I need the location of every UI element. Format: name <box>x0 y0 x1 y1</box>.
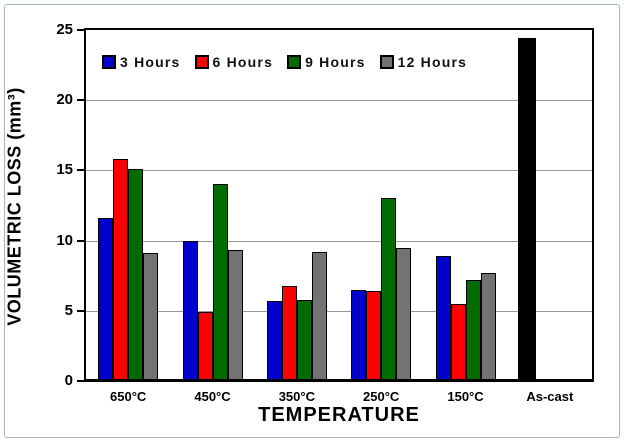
x-category-label-350-c: 350°C <box>278 389 315 404</box>
x-category-label-450-c: 450°C <box>194 389 231 404</box>
legend-item-6-hours: 6 Hours <box>194 54 274 70</box>
y-tick-label-20: 20 <box>56 91 73 109</box>
gridline-5 <box>86 310 592 312</box>
legend-item-9-hours: 9 Hours <box>287 54 366 70</box>
bar-3-hours-150-c <box>435 256 451 381</box>
y-tick-label-15: 15 <box>56 161 73 179</box>
y-tick-25 <box>77 29 85 31</box>
bar-6-hours-350-c <box>281 285 297 381</box>
legend-swatch-6-hours <box>194 55 209 69</box>
bar-12-hours-650-c <box>143 253 159 381</box>
bar-12-hours-150-c <box>480 272 496 381</box>
legend-swatch-3-hours <box>102 55 116 69</box>
bar-6-hours-450-c <box>197 312 213 381</box>
bar-6-hours-250-c <box>366 291 382 381</box>
x-category-label-as-cast: As-cast <box>526 389 574 404</box>
legend-label-9-hours: 9 Hours <box>305 54 366 70</box>
legend-label-6-hours: 6 Hours <box>212 54 274 70</box>
x-category-label-650-c: 650°C <box>110 389 147 404</box>
bar-12-hours-250-c <box>396 247 412 381</box>
y-tick-label-0: 0 <box>64 372 73 389</box>
y-tick-label-10: 10 <box>56 231 73 249</box>
bar-9-hours-650-c <box>128 169 144 381</box>
y-tick-15 <box>77 169 85 172</box>
bar-9-hours-150-c <box>465 279 481 381</box>
bar-12-hours-450-c <box>227 250 243 381</box>
legend-swatch-9-hours <box>287 55 302 69</box>
bar-9-hours-350-c <box>296 299 312 381</box>
gridline-15 <box>86 170 592 172</box>
bar-12-hours-350-c <box>311 251 327 381</box>
bar-3-hours-350-c <box>266 300 282 381</box>
y-tick-20 <box>77 99 85 102</box>
bar-6-hours-650-c <box>113 159 129 381</box>
y-tick-10 <box>77 239 85 242</box>
legend-item-3-hours: 3 Hours <box>102 54 181 70</box>
plot-area: 3 Hours 6 Hours 9 Hours 12 Hours <box>84 28 594 382</box>
legend-swatch-12-hours <box>379 55 394 69</box>
bar-3-hours-650-c <box>98 218 114 381</box>
legend-item-12-hours: 12 Hours <box>379 54 468 70</box>
legend: 3 Hours 6 Hours 9 Hours 12 Hours <box>102 54 467 70</box>
bar-6-hours-150-c <box>450 303 466 381</box>
x-axis-title: TEMPERATURE <box>258 404 420 426</box>
y-tick-0 <box>77 380 85 382</box>
x-category-label-150-c: 150°C <box>447 389 484 404</box>
legend-label-3-hours: 3 Hours <box>120 54 181 70</box>
bar-3-hours-250-c <box>351 289 367 381</box>
y-tick-label-5: 5 <box>64 301 73 319</box>
bar-9-hours-250-c <box>381 198 397 381</box>
legend-label-12-hours: 12 Hours <box>397 54 468 70</box>
y-tick-5 <box>77 309 85 312</box>
bar-as-cast <box>518 38 537 381</box>
y-tick-label-25: 25 <box>56 21 73 38</box>
bar-9-hours-450-c <box>212 184 228 381</box>
y-axis-title: VOLUMETRIC LOSS (mm³) <box>4 87 25 326</box>
bar-3-hours-450-c <box>182 240 198 381</box>
gridline-20 <box>86 100 592 102</box>
x-category-label-250-c: 250°C <box>363 389 400 404</box>
gridline-10 <box>86 240 592 242</box>
